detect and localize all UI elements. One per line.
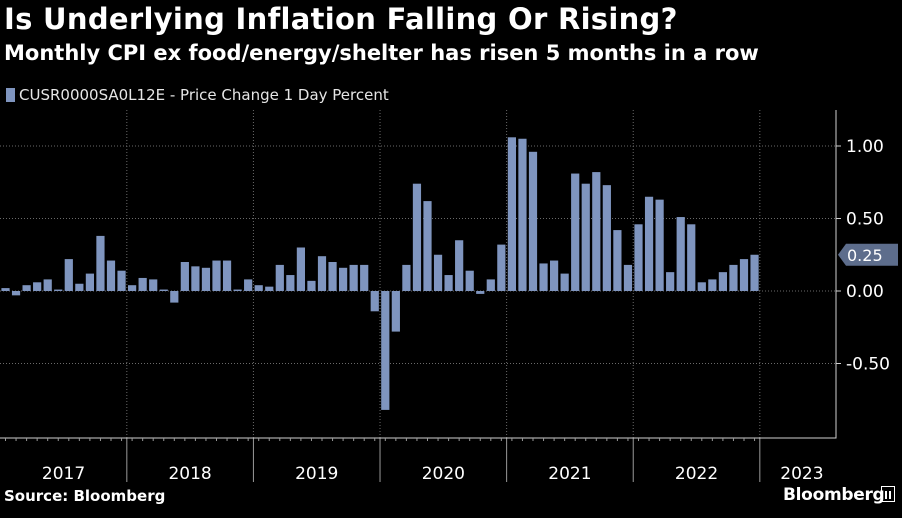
bar <box>455 240 464 291</box>
bar <box>222 260 232 291</box>
bar <box>43 279 52 291</box>
axes: 1.00 0.50 0.00 -0.50 2017 2018 2019 2020 2021 202… <box>0 110 898 484</box>
bar <box>708 279 717 291</box>
bar <box>592 172 601 291</box>
bar <box>539 263 548 291</box>
legend-label: CUSR0000SA0L12E - Price Change 1 Day Per… <box>19 86 389 104</box>
x-year-label: 2020 <box>422 464 465 484</box>
gridlines <box>0 110 836 438</box>
bar <box>391 291 400 332</box>
x-year-label: 2019 <box>295 464 338 484</box>
bar <box>180 262 189 291</box>
y-tick-label: 0.00 <box>846 282 884 302</box>
bar <box>465 270 474 291</box>
bar <box>360 264 369 291</box>
bar <box>117 270 126 291</box>
bar <box>317 256 327 291</box>
bar <box>138 277 147 291</box>
bar <box>254 285 263 291</box>
bar <box>54 289 63 291</box>
bar <box>687 224 696 291</box>
bar <box>233 289 242 291</box>
bar <box>528 151 538 291</box>
bar <box>423 201 432 291</box>
bar <box>149 279 158 291</box>
bar <box>96 235 105 291</box>
bar <box>476 291 485 294</box>
bar <box>212 260 221 291</box>
bar <box>275 264 284 291</box>
bar <box>33 282 42 291</box>
chart-title: Is Underlying Inflation Falling Or Risin… <box>4 2 678 36</box>
legend: CUSR0000SA0L12E - Price Change 1 Day Per… <box>6 86 389 104</box>
bar <box>571 173 580 291</box>
bar <box>623 264 633 291</box>
bar <box>444 275 453 291</box>
y-tick-label: -0.50 <box>846 355 890 375</box>
bar <box>602 185 611 291</box>
bar <box>64 259 73 291</box>
bar <box>739 259 749 291</box>
bar <box>85 273 94 291</box>
last-value-flag <box>838 243 898 266</box>
bar <box>729 264 738 291</box>
chart-subtitle: Monthly CPI ex food/energy/shelter has r… <box>4 41 759 65</box>
bar <box>655 199 664 291</box>
bar <box>613 230 622 291</box>
bar <box>191 266 200 291</box>
bar <box>507 137 516 291</box>
bar <box>128 285 137 291</box>
bars <box>1 137 759 410</box>
y-tick-label: 1.00 <box>846 137 884 157</box>
x-year-label: 2017 <box>42 464 85 484</box>
bar <box>497 244 506 291</box>
bar <box>22 285 31 291</box>
bar <box>697 282 706 291</box>
bloomberg-logo-icon <box>881 486 895 502</box>
bar <box>634 224 643 291</box>
x-year-label: 2021 <box>548 464 591 484</box>
bar <box>718 272 727 291</box>
legend-swatch <box>6 88 15 102</box>
bar <box>286 275 295 291</box>
bar <box>433 254 443 291</box>
bar <box>201 267 211 291</box>
bar <box>412 183 422 291</box>
bar <box>349 264 358 291</box>
bar <box>265 286 274 291</box>
bar <box>159 289 168 291</box>
bar <box>370 291 379 312</box>
bar <box>328 262 337 291</box>
bar <box>560 273 569 291</box>
y-tick-label: 0.50 <box>846 210 884 230</box>
x-year-label: 2022 <box>675 464 718 484</box>
bar <box>666 272 675 291</box>
source-label: Source: Bloomberg <box>4 487 166 505</box>
bar <box>676 217 685 291</box>
bar <box>11 291 21 296</box>
bar <box>644 196 654 291</box>
bar <box>244 279 253 291</box>
bar <box>402 264 411 291</box>
bar <box>296 247 305 291</box>
bar <box>750 254 759 291</box>
last-value-label: 0.25 <box>847 246 883 265</box>
bar <box>75 283 84 291</box>
brand-label: Bloomberg <box>783 485 885 505</box>
bar <box>518 138 527 291</box>
bar <box>307 280 316 291</box>
x-year-label: 2018 <box>168 464 211 484</box>
bar <box>106 260 116 291</box>
bar <box>1 288 10 291</box>
bar <box>486 279 495 291</box>
bar <box>339 267 348 291</box>
bar <box>381 291 390 410</box>
bar <box>170 291 179 303</box>
bar <box>550 260 559 291</box>
bar <box>581 183 590 291</box>
x-year-label: 2023 <box>780 464 823 484</box>
